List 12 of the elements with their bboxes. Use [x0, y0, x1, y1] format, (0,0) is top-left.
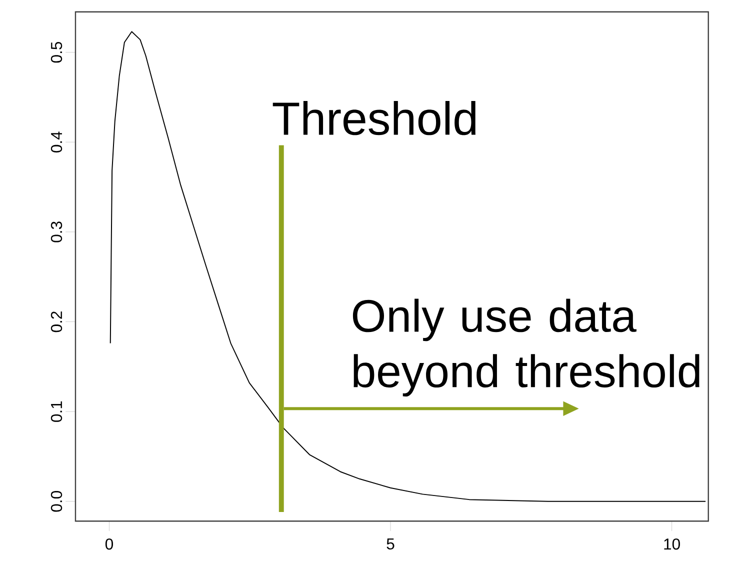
line-series [110, 31, 706, 502]
x-tick-label: 5 [386, 538, 394, 550]
y-tick-label: 0.5 [50, 42, 62, 63]
ref-line-label: Threshold [272, 101, 476, 136]
x-tick-label: 0 [105, 538, 114, 550]
annotation: Only use data beyond threshold [352, 298, 700, 397]
y-tick-label: 0.2 [50, 312, 62, 332]
y-tick-label: 0.1 [50, 402, 62, 422]
x-tick-label: 10 [664, 538, 680, 550]
y-tick-label: 0.0 [50, 491, 62, 512]
y-tick-label: 0.4 [50, 132, 62, 153]
y-tick-label: 0.3 [50, 222, 62, 242]
